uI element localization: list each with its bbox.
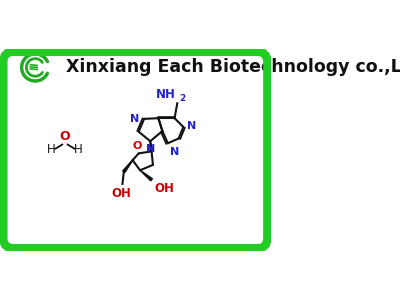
- Text: H: H: [74, 143, 83, 156]
- Polygon shape: [150, 141, 153, 152]
- Text: OH: OH: [154, 182, 174, 195]
- Text: 2: 2: [180, 94, 186, 103]
- Text: NH: NH: [156, 88, 176, 101]
- Text: N: N: [130, 114, 139, 124]
- Polygon shape: [123, 160, 133, 172]
- Text: N: N: [188, 121, 197, 131]
- Text: O: O: [133, 141, 142, 151]
- Text: N: N: [146, 144, 155, 154]
- Text: Xinxiang Each Biotechnology co.,Ltd.: Xinxiang Each Biotechnology co.,Ltd.: [66, 58, 400, 76]
- Text: OH: OH: [111, 187, 131, 200]
- Text: H: H: [47, 143, 56, 156]
- Polygon shape: [140, 170, 152, 181]
- Text: N: N: [170, 147, 179, 157]
- Text: O: O: [60, 130, 70, 143]
